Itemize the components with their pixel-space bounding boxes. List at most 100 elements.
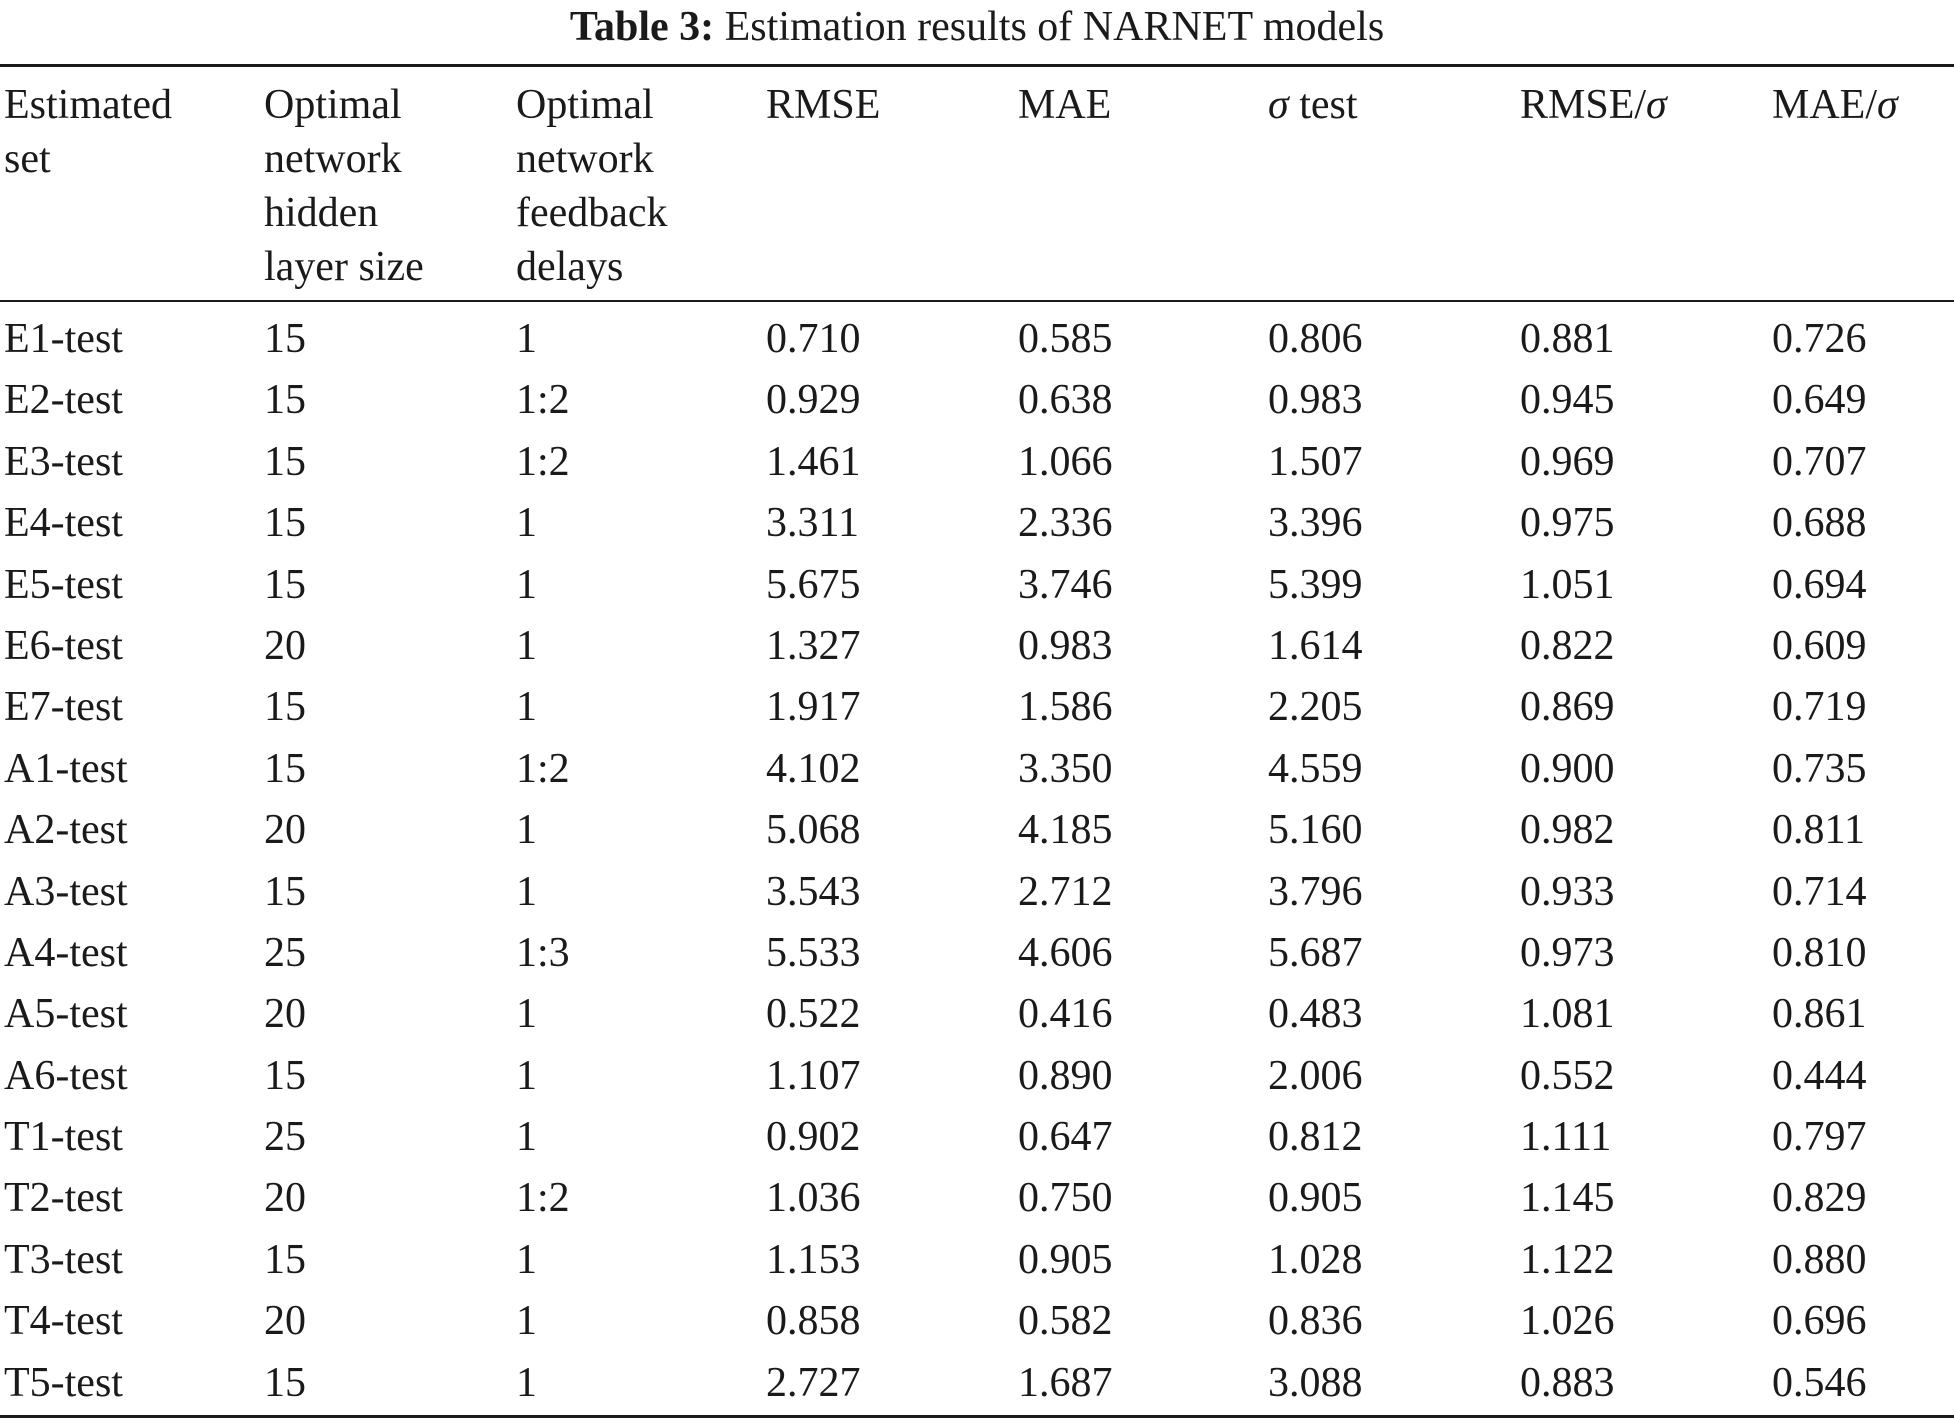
cell-mae-over-sigma: 0.694 <box>1772 561 1867 608</box>
cell-mae: 0.750 <box>1018 1175 1113 1222</box>
cell-rmse-over-sigma: 0.982 <box>1520 807 1615 854</box>
cell-mae-over-sigma: 0.719 <box>1772 684 1867 731</box>
cell-feedback-delays: 1 <box>516 1236 537 1283</box>
cell-estimated-set: T4-test <box>4 1298 123 1345</box>
cell-sigma-test: 5.399 <box>1268 561 1363 608</box>
table-row: A6-test 15 1 1.107 0.890 2.006 0.552 0.444 <box>0 1049 1954 1110</box>
cell-estimated-set: A3-test <box>4 868 128 915</box>
cell-estimated-set: E4-test <box>4 500 123 547</box>
header-estimated-set: Estimated set <box>4 82 172 182</box>
cell-mae-over-sigma: 0.707 <box>1772 438 1867 485</box>
table-row: E1-test 15 1 0.710 0.585 0.806 0.881 0.726 <box>0 312 1954 373</box>
cell-mae: 3.746 <box>1018 561 1113 608</box>
cell-sigma-test: 3.088 <box>1268 1359 1363 1406</box>
cell-mae-over-sigma: 0.444 <box>1772 1052 1867 1099</box>
cell-rmse-over-sigma: 0.552 <box>1520 1052 1615 1099</box>
cell-feedback-delays: 1 <box>516 991 537 1038</box>
cell-sigma-test: 1.028 <box>1268 1236 1363 1283</box>
cell-rmse-over-sigma: 0.945 <box>1520 377 1615 424</box>
cell-rmse-over-sigma: 1.051 <box>1520 561 1615 608</box>
cell-feedback-delays: 1:2 <box>516 1175 570 1222</box>
cell-mae: 4.185 <box>1018 807 1113 854</box>
cell-sigma-test: 1.614 <box>1268 622 1363 669</box>
cell-mae-over-sigma: 0.726 <box>1772 316 1867 362</box>
table-row: E7-test 15 1 1.917 1.586 2.205 0.869 0.719 <box>0 680 1954 741</box>
table-bottom-rule <box>0 1415 1954 1418</box>
cell-hidden-layer-size: 15 <box>264 1052 306 1099</box>
cell-mae: 0.582 <box>1018 1298 1113 1345</box>
cell-mae: 1.066 <box>1018 438 1113 485</box>
cell-mae-over-sigma: 0.696 <box>1772 1298 1867 1345</box>
cell-feedback-delays: 1 <box>516 1052 537 1099</box>
cell-rmse-over-sigma: 0.969 <box>1520 438 1615 485</box>
cell-estimated-set: A5-test <box>4 991 128 1038</box>
cell-rmse-over-sigma: 1.081 <box>1520 991 1615 1038</box>
cell-mae: 0.890 <box>1018 1052 1113 1099</box>
cell-rmse-over-sigma: 0.973 <box>1520 929 1615 976</box>
table-row: A3-test 15 1 3.543 2.712 3.796 0.933 0.714 <box>0 865 1954 926</box>
table-header-row: Estimated set Optimal network hidden lay… <box>0 78 1954 298</box>
cell-rmse: 5.675 <box>766 561 861 608</box>
cell-rmse-over-sigma: 1.122 <box>1520 1236 1615 1283</box>
cell-hidden-layer-size: 20 <box>264 622 306 669</box>
cell-rmse-over-sigma: 1.111 <box>1520 1114 1612 1161</box>
cell-rmse-over-sigma: 1.145 <box>1520 1175 1615 1222</box>
header-rmse-over-sigma: RMSE/σ <box>1520 82 1667 128</box>
header-rmse: RMSE <box>766 82 881 128</box>
cell-hidden-layer-size: 15 <box>264 377 306 424</box>
cell-rmse: 0.710 <box>766 316 861 362</box>
table-row: T2-test 20 1:2 1.036 0.750 0.905 1.145 0.829 <box>0 1171 1954 1232</box>
cell-feedback-delays: 1:2 <box>516 438 570 485</box>
table-row: T1-test 25 1 0.902 0.647 0.812 1.111 0.797 <box>0 1110 1954 1171</box>
cell-mae: 2.336 <box>1018 500 1113 547</box>
cell-sigma-test: 2.006 <box>1268 1052 1363 1099</box>
cell-feedback-delays: 1 <box>516 561 537 608</box>
cell-rmse: 1.327 <box>766 622 861 669</box>
cell-mae-over-sigma: 0.811 <box>1772 807 1865 854</box>
cell-rmse-over-sigma: 0.822 <box>1520 622 1615 669</box>
header-mae: MAE <box>1018 82 1112 128</box>
cell-feedback-delays: 1 <box>516 316 537 362</box>
cell-sigma-test: 0.905 <box>1268 1175 1363 1222</box>
cell-mae-over-sigma: 0.688 <box>1772 500 1867 547</box>
cell-hidden-layer-size: 15 <box>264 561 306 608</box>
table-row: E3-test 15 1:2 1.461 1.066 1.507 0.969 0.707 <box>0 435 1954 496</box>
table-row: A2-test 20 1 5.068 4.185 5.160 0.982 0.811 <box>0 803 1954 864</box>
header-hidden-layer-size: Optimal network hidden layer size <box>264 82 424 290</box>
cell-rmse-over-sigma: 0.975 <box>1520 500 1615 547</box>
table-caption-label: Table 3: <box>569 4 715 50</box>
table-caption-text: Estimation results of NARNET models <box>724 4 1385 50</box>
cell-rmse-over-sigma: 0.881 <box>1520 316 1615 362</box>
cell-sigma-test: 0.483 <box>1268 991 1363 1038</box>
cell-estimated-set: E1-test <box>4 316 123 362</box>
cell-hidden-layer-size: 20 <box>264 1298 306 1345</box>
header-mae-over-sigma: MAE/σ <box>1772 82 1898 128</box>
cell-rmse: 0.929 <box>766 377 861 424</box>
table-row: E6-test 20 1 1.327 0.983 1.614 0.822 0.609 <box>0 619 1954 680</box>
cell-mae-over-sigma: 0.609 <box>1772 622 1867 669</box>
cell-rmse: 5.533 <box>766 929 861 976</box>
cell-hidden-layer-size: 15 <box>264 1236 306 1283</box>
cell-feedback-delays: 1 <box>516 622 537 669</box>
cell-mae: 3.350 <box>1018 745 1113 792</box>
cell-mae: 0.585 <box>1018 316 1113 362</box>
cell-hidden-layer-size: 25 <box>264 1114 306 1161</box>
cell-sigma-test: 5.687 <box>1268 929 1363 976</box>
cell-rmse: 3.543 <box>766 868 861 915</box>
cell-mae-over-sigma: 0.829 <box>1772 1175 1867 1222</box>
table-row: E4-test 15 1 3.311 2.336 3.396 0.975 0.688 <box>0 496 1954 557</box>
cell-feedback-delays: 1 <box>516 868 537 915</box>
table-top-rule <box>0 64 1954 67</box>
cell-rmse-over-sigma: 0.900 <box>1520 745 1615 792</box>
cell-mae: 0.647 <box>1018 1114 1113 1161</box>
header-feedback-delays: Optimal network feedback delays <box>516 82 668 290</box>
cell-estimated-set: T1-test <box>4 1114 123 1161</box>
table-row: T5-test 15 1 2.727 1.687 3.088 0.883 0.546 <box>0 1356 1954 1417</box>
cell-rmse-over-sigma: 1.026 <box>1520 1298 1615 1345</box>
cell-estimated-set: T2-test <box>4 1175 123 1222</box>
cell-rmse-over-sigma: 0.883 <box>1520 1359 1615 1406</box>
cell-sigma-test: 3.396 <box>1268 500 1363 547</box>
cell-mae-over-sigma: 0.546 <box>1772 1359 1867 1406</box>
cell-mae-over-sigma: 0.861 <box>1772 991 1867 1038</box>
cell-hidden-layer-size: 15 <box>264 500 306 547</box>
